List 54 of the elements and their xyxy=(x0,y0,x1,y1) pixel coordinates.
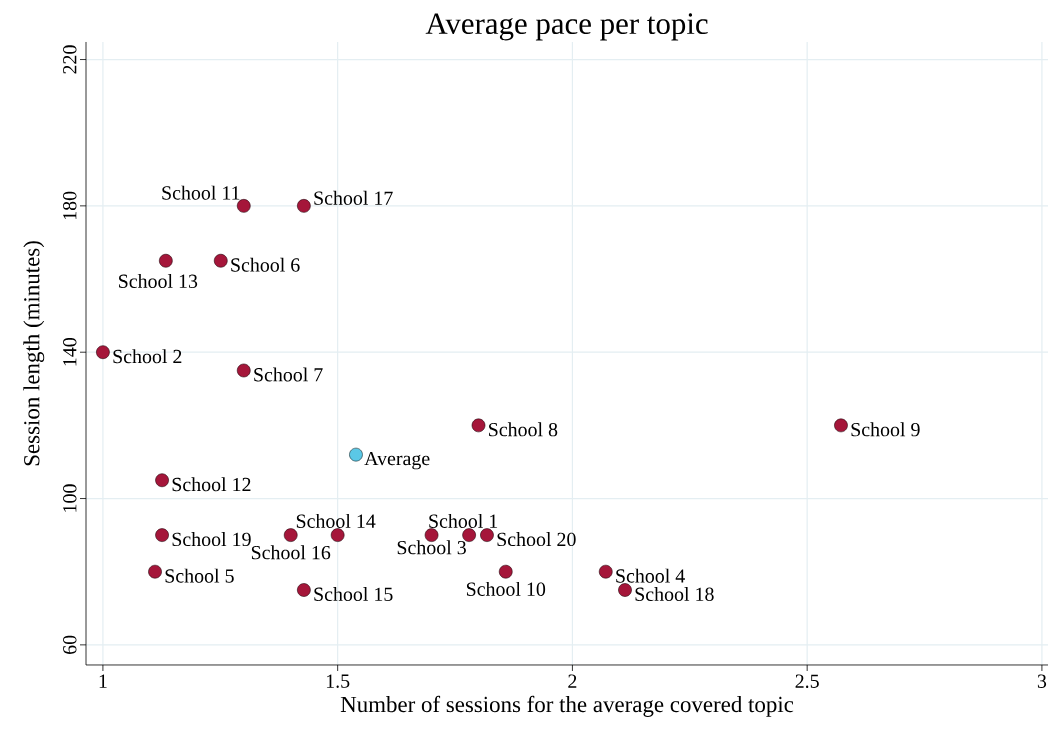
x-axis-title: Number of sessions for the average covered topic xyxy=(340,695,794,717)
annotation: School 7 xyxy=(254,367,323,382)
annotation: School 13 xyxy=(119,273,198,288)
x-tick-label: 2 xyxy=(568,674,577,688)
series-label: Average xyxy=(364,451,430,470)
y-tick-label: 60 xyxy=(63,635,77,654)
x-tick-label: 1.5 xyxy=(326,674,350,688)
annotation: School 12 xyxy=(172,477,251,492)
point xyxy=(155,473,169,488)
point xyxy=(349,447,363,462)
annotation: School 14 xyxy=(296,513,376,528)
annotation: School 8 xyxy=(489,422,558,437)
point xyxy=(159,253,173,268)
point xyxy=(155,528,169,542)
y-axis-title: Session length (minutes) xyxy=(23,241,45,466)
annotation: School 18 xyxy=(635,586,714,601)
y-tick-label: 140 xyxy=(63,338,77,366)
point xyxy=(330,528,345,542)
annotation: School 16 xyxy=(251,545,331,560)
point xyxy=(297,199,311,213)
annotation: School 15 xyxy=(314,586,393,601)
y-tick-label: 180 xyxy=(63,191,77,220)
annotation: School 17 xyxy=(314,190,393,205)
point xyxy=(283,528,298,542)
annotation: School 3 xyxy=(397,540,466,555)
point xyxy=(213,253,228,268)
annotation: School 4 xyxy=(616,568,685,583)
annotation: School 10 xyxy=(466,581,546,596)
annotation: School 5 xyxy=(165,568,234,583)
x-tick-label: 2.5 xyxy=(795,674,819,688)
x-tick-label: 3 xyxy=(1037,674,1047,688)
point xyxy=(236,363,251,378)
annotation: School 9 xyxy=(851,422,920,437)
point xyxy=(471,418,486,433)
point xyxy=(462,528,476,542)
chart-title: Average pace per topic xyxy=(425,13,708,41)
point xyxy=(297,583,311,597)
point xyxy=(148,564,162,579)
annotation: School 6 xyxy=(231,257,300,272)
point xyxy=(498,564,513,579)
annotation: School 20 xyxy=(497,532,576,547)
annotation: School 1 xyxy=(429,513,498,528)
point xyxy=(598,564,613,579)
point xyxy=(236,199,251,213)
y-tick-label: 100 xyxy=(63,484,77,512)
annotation: School 11 xyxy=(162,185,240,200)
x-tick-label: 1 xyxy=(99,674,107,688)
point xyxy=(480,528,494,542)
y-tick-label: 220 xyxy=(63,45,77,74)
point xyxy=(618,583,632,597)
point xyxy=(96,345,110,359)
annotation: School 19 xyxy=(172,532,251,547)
point xyxy=(834,418,848,433)
annotation: School 2 xyxy=(113,349,182,364)
